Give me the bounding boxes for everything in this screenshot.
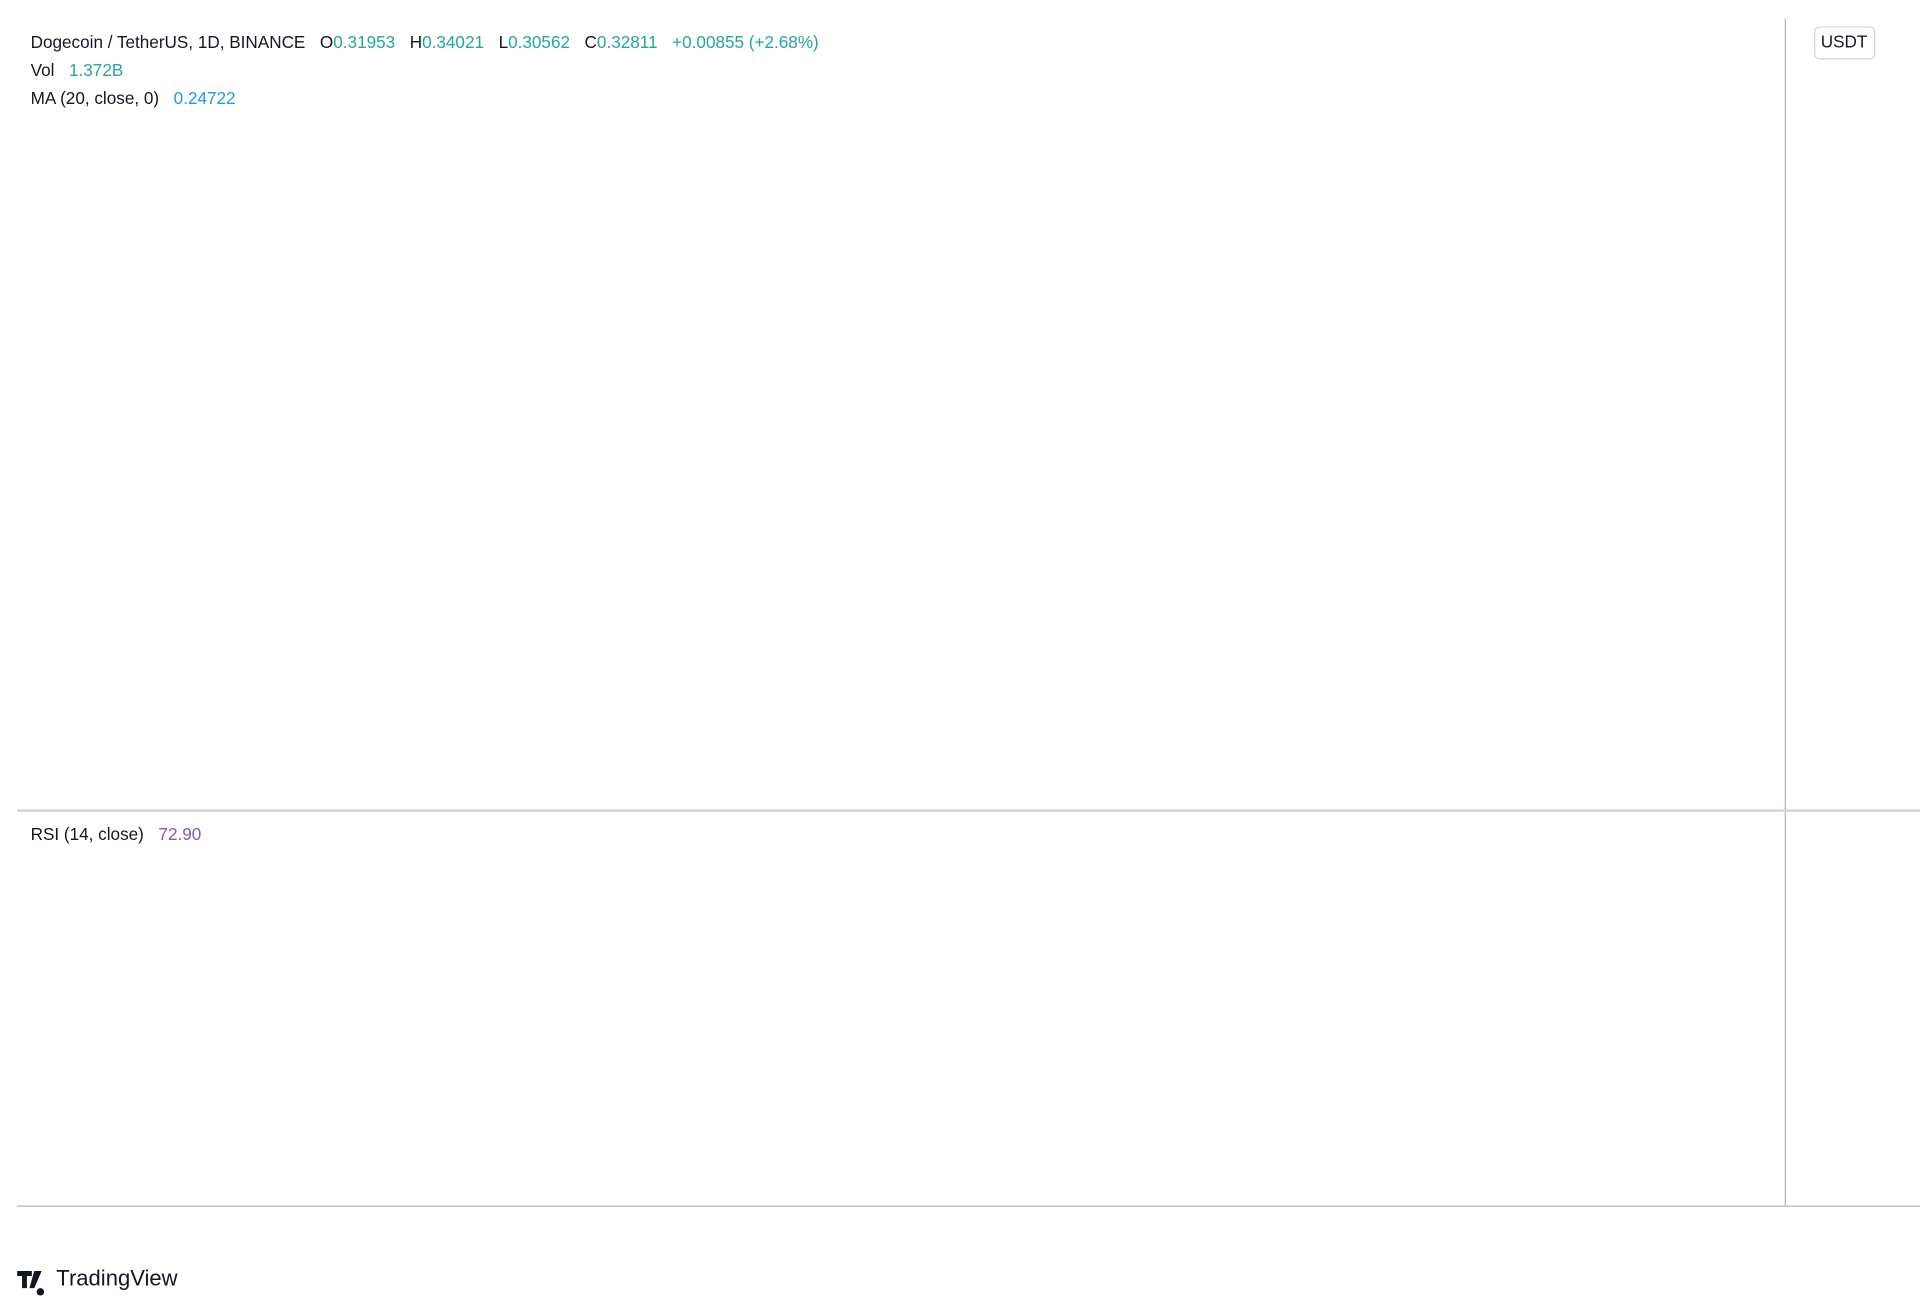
open-value: 0.31953 (333, 31, 395, 51)
symbol: Dogecoin / TetherUS, 1D, BINANCE (31, 31, 306, 51)
rsi-legend: RSI (14, close) 72.90 (31, 824, 202, 844)
currency-label[interactable]: USDT (1821, 31, 1868, 51)
volume-label: Vol (31, 60, 55, 80)
high-value: 0.34021 (422, 31, 484, 51)
legend-line: Dogecoin / TetherUS, 1D, BINANCE O0.3195… (31, 31, 819, 51)
ma-legend: MA (20, close, 0) 0.24722 (31, 88, 236, 108)
open-label: O (320, 31, 333, 51)
rsi-value: 72.90 (158, 824, 201, 844)
low-label: L (499, 31, 509, 51)
brand-name[interactable]: TradingView (56, 1265, 177, 1290)
brand[interactable]: TradingView (17, 1265, 178, 1296)
volume-value: 1.372B (69, 60, 123, 80)
ma-label: MA (20, close, 0) (31, 88, 159, 108)
high-label: H (410, 31, 422, 51)
close-label: C (585, 31, 597, 51)
volume-legend: Vol 1.372B (31, 60, 124, 80)
change-value: +0.00855 (+2.68%) (672, 31, 819, 51)
brand-logo[interactable] (17, 1271, 45, 1296)
rsi-label: RSI (14, close) (31, 824, 144, 844)
close-value: 0.32811 (597, 31, 658, 51)
low-value: 0.30562 (508, 31, 570, 51)
currency-box[interactable] (1814, 26, 1876, 60)
ma-value: 0.24722 (174, 88, 236, 108)
currency-button[interactable]: USDT (1814, 26, 1876, 60)
